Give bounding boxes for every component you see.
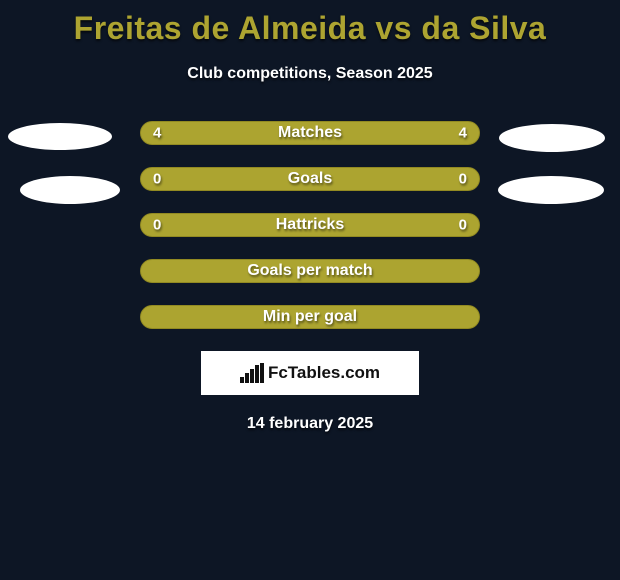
brand-text: FcTables.com: [268, 363, 380, 383]
stat-label: Matches: [278, 124, 342, 142]
stat-left-value: 4: [153, 125, 161, 142]
stat-right-value: 0: [459, 171, 467, 188]
player-right-ellipse-2: [498, 176, 604, 204]
stat-row-hattricks: 0 Hattricks 0: [140, 213, 480, 237]
player-left-ellipse-1: [8, 123, 112, 150]
stat-row-min-per-goal: Min per goal: [140, 305, 480, 329]
stat-rows: 4 Matches 4 0 Goals 0 0 Hattricks 0 Goal…: [140, 121, 480, 329]
stat-label: Goals: [288, 170, 332, 188]
stat-label: Min per goal: [263, 308, 357, 326]
player-left-ellipse-2: [20, 176, 120, 204]
stat-label: Goals per match: [247, 262, 372, 280]
stat-left-value: 0: [153, 171, 161, 188]
stat-left-value: 0: [153, 217, 161, 234]
date-text: 14 february 2025: [0, 415, 620, 433]
player-right-ellipse-1: [499, 124, 605, 152]
bar-chart-icon: [240, 363, 264, 383]
stat-right-value: 4: [459, 125, 467, 142]
stat-row-goals-per-match: Goals per match: [140, 259, 480, 283]
stat-label: Hattricks: [276, 216, 344, 234]
brand-box: FcTables.com: [201, 351, 419, 395]
page-title: Freitas de Almeida vs da Silva: [0, 0, 620, 47]
subtitle: Club competitions, Season 2025: [0, 65, 620, 83]
stat-row-goals: 0 Goals 0: [140, 167, 480, 191]
stat-right-value: 0: [459, 217, 467, 234]
stat-row-matches: 4 Matches 4: [140, 121, 480, 145]
